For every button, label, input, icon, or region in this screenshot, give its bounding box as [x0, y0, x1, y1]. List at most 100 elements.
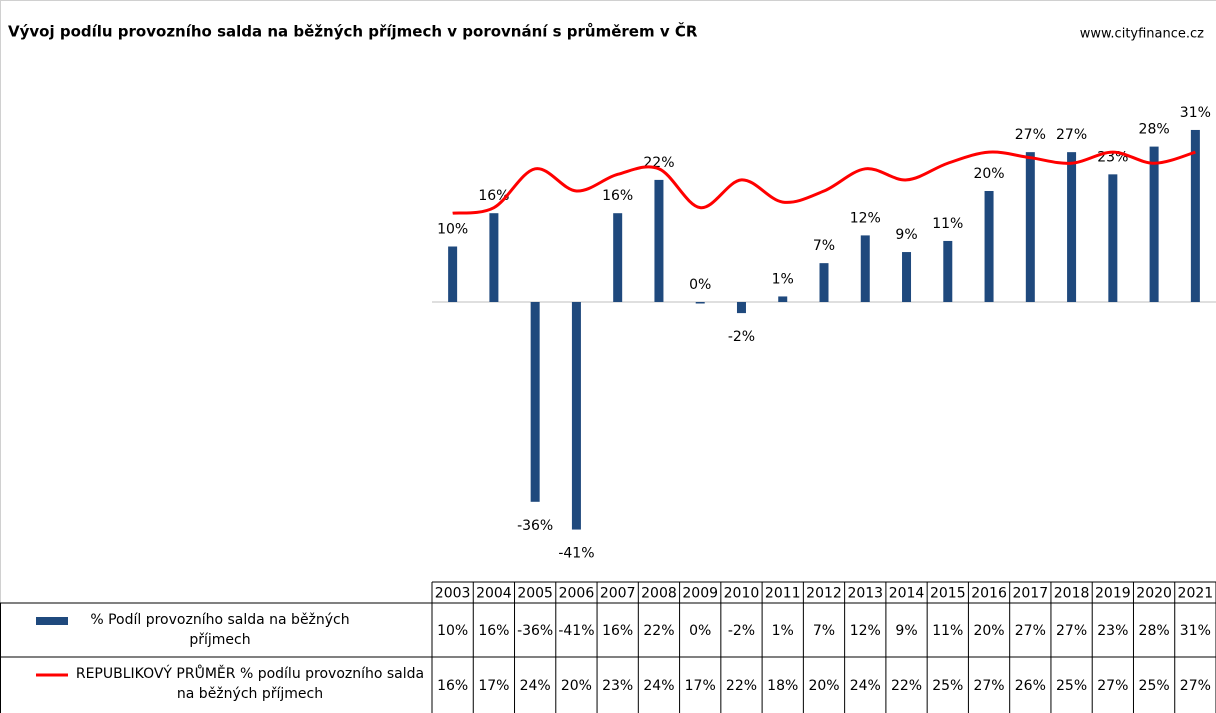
table-cell: 17% — [685, 678, 716, 694]
table-cell: 27% — [1056, 623, 1087, 639]
x-tick-label: 2007 — [600, 586, 636, 602]
x-tick-label: 2012 — [806, 586, 842, 602]
bar — [819, 263, 829, 302]
table-cell: 27% — [1015, 623, 1046, 639]
x-tick-label: 2003 — [435, 586, 471, 602]
table-cell: 23% — [1097, 623, 1128, 639]
x-tick-label: 2020 — [1136, 586, 1172, 602]
table-cell: -41% — [558, 623, 594, 639]
table-cell: 16% — [602, 623, 633, 639]
data-label: 10% — [437, 222, 468, 238]
legend-label: % Podíl provozního salda na běžných příj… — [90, 612, 350, 648]
x-tick-label: 2016 — [971, 586, 1007, 602]
x-tick-label: 2008 — [641, 586, 677, 602]
table-cell: 25% — [1139, 678, 1170, 694]
table-cell: 28% — [1139, 623, 1170, 639]
x-tick-label: 2017 — [1012, 586, 1048, 602]
data-label: 0% — [689, 277, 711, 293]
table-cell: 24% — [850, 678, 881, 694]
data-label: 20% — [973, 166, 1004, 182]
table-cell: 20% — [808, 678, 839, 694]
data-label: 31% — [1180, 105, 1211, 121]
table-cell: 27% — [1180, 678, 1211, 694]
x-tick-label: 2010 — [724, 586, 760, 602]
source: www.cityfinance.cz — [1080, 27, 1204, 42]
table-cell: 9% — [895, 623, 917, 639]
table-cell: -2% — [728, 623, 755, 639]
data-label: 7% — [813, 238, 835, 254]
table-cell: 26% — [1015, 678, 1046, 694]
bar — [1108, 174, 1118, 302]
data-label: -2% — [728, 329, 755, 345]
bar — [613, 213, 623, 302]
table-cell: 20% — [561, 678, 592, 694]
x-tick-label: 2018 — [1054, 586, 1090, 602]
data-label: 27% — [1015, 127, 1046, 143]
table-cell: 24% — [520, 678, 551, 694]
table-cell: 11% — [932, 623, 963, 639]
bar — [1190, 129, 1200, 302]
data-label: 28% — [1139, 122, 1170, 138]
table-cell: 7% — [813, 623, 835, 639]
table-cell: 16% — [478, 623, 509, 639]
bar — [1067, 152, 1077, 302]
bar — [860, 235, 870, 302]
bar — [902, 252, 912, 302]
table-cell: 27% — [1097, 678, 1128, 694]
table-cell: 18% — [767, 678, 798, 694]
table-cell: 27% — [973, 678, 1004, 694]
bar — [984, 191, 994, 302]
x-tick-label: 2006 — [559, 586, 595, 602]
legend-label: REPUBLIKOVÝ PRŮMĚR % podílu provozního s… — [75, 666, 425, 702]
data-label: -41% — [558, 546, 594, 562]
bar — [489, 213, 499, 302]
table-cell: 22% — [726, 678, 757, 694]
table-cell: 16% — [437, 678, 468, 694]
legend-key — [36, 617, 68, 625]
x-tick-label: 2019 — [1095, 586, 1131, 602]
bar — [778, 296, 788, 302]
x-tick-label: 2014 — [889, 586, 925, 602]
line — [452, 150, 1196, 215]
table-cell: 1% — [772, 623, 794, 639]
table-cell: 22% — [891, 678, 922, 694]
bar — [654, 179, 664, 302]
x-tick-label: 2004 — [476, 586, 512, 602]
table-cell: 12% — [850, 623, 881, 639]
x-tick-label: 2015 — [930, 586, 966, 602]
table-cell: 23% — [602, 678, 633, 694]
data-label: 12% — [850, 210, 881, 226]
bar — [695, 302, 705, 304]
table-cell: 31% — [1180, 623, 1211, 639]
data-label: 11% — [932, 216, 963, 232]
x-tick-label: 2011 — [765, 586, 801, 602]
table-cell: 20% — [973, 623, 1004, 639]
table-cell: 25% — [932, 678, 963, 694]
x-tick-label: 2009 — [682, 586, 718, 602]
data-label: 16% — [602, 188, 633, 204]
bar — [448, 246, 458, 302]
x-tick-label: 2021 — [1178, 586, 1214, 602]
x-tick-label: 2005 — [517, 586, 553, 602]
bar — [736, 302, 746, 314]
table-cell: 0% — [689, 623, 711, 639]
data-label: 1% — [772, 271, 794, 287]
bar — [1025, 152, 1035, 302]
data-label: 9% — [895, 227, 917, 243]
table-cell: 24% — [643, 678, 674, 694]
data-label: 27% — [1056, 127, 1087, 143]
x-tick-label: 2013 — [847, 586, 883, 602]
bar — [530, 302, 540, 502]
bar — [1149, 146, 1159, 302]
table-cell: 17% — [478, 678, 509, 694]
table-cell: 10% — [437, 623, 468, 639]
bar — [571, 302, 581, 530]
table-cell: 25% — [1056, 678, 1087, 694]
table-cell: 22% — [643, 623, 674, 639]
table-cell: -36% — [517, 623, 553, 639]
data-label: -36% — [517, 518, 553, 534]
bar — [943, 240, 953, 302]
